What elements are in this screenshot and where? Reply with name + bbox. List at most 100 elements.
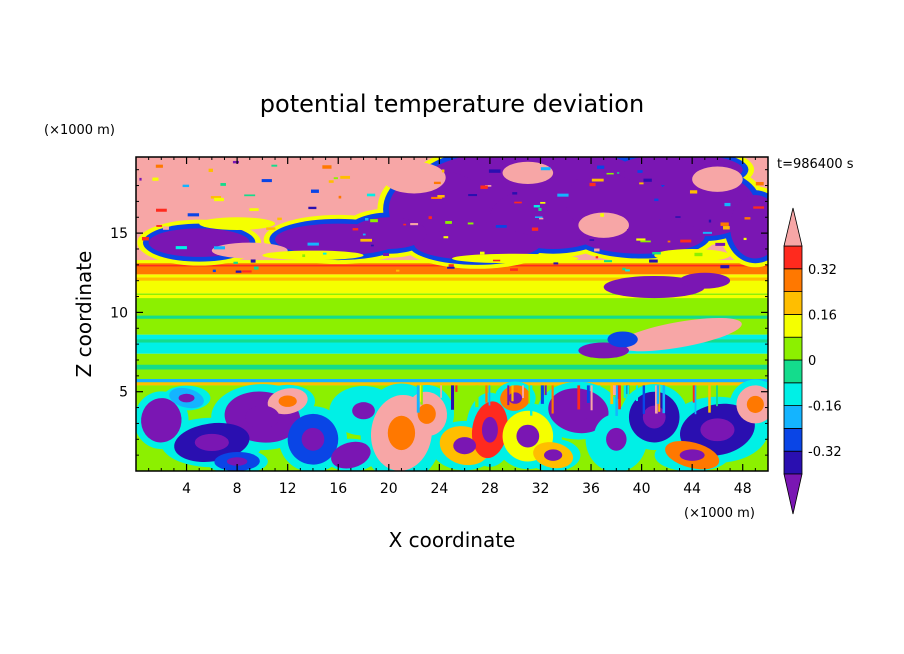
field-speck (302, 254, 306, 258)
field-streak (507, 385, 510, 406)
field-blob (226, 457, 248, 466)
field-blob (730, 195, 768, 259)
field-speck (540, 201, 546, 204)
x-tick-label: 4 (182, 481, 191, 497)
field-streak (662, 385, 666, 414)
field-speck (322, 252, 327, 255)
x-tick-label: 8 (233, 481, 242, 497)
field-speck (366, 193, 376, 197)
field-blob (382, 161, 446, 194)
field-speck (694, 252, 703, 257)
colorbar-segment (783, 245, 803, 270)
field-blob (564, 400, 593, 421)
field-speck (232, 160, 239, 164)
field-streak (551, 385, 554, 414)
x-tick-label: 48 (734, 481, 752, 497)
field-streak (656, 385, 660, 404)
field-speck (328, 180, 334, 183)
field-streak (586, 385, 590, 403)
field-speck (155, 164, 163, 168)
field-blob (508, 392, 523, 404)
field-streak (590, 385, 593, 411)
field-speck (403, 223, 407, 226)
field-streak (655, 385, 658, 414)
field-speck (308, 206, 317, 210)
field-speck (445, 221, 452, 224)
field-speck (595, 256, 599, 259)
y-unit-label: (×1000 m) (44, 123, 115, 138)
field-blob (152, 410, 171, 431)
field-band (136, 315, 768, 319)
field-blob (453, 437, 477, 455)
field-speck (271, 164, 278, 167)
field-streak (692, 385, 696, 403)
field-speck (210, 196, 222, 199)
colorbar-segment (783, 291, 803, 315)
field-blob (502, 161, 554, 184)
colorbar-label: -0.16 (808, 400, 842, 415)
field-speck (242, 270, 252, 273)
colorbar-label: -0.32 (808, 445, 842, 460)
field-speck (654, 198, 659, 202)
field-blob (578, 212, 629, 238)
field-speck (589, 182, 596, 187)
field-band (136, 294, 768, 299)
field-speck (175, 246, 187, 250)
field-streak (544, 385, 547, 396)
field-speck (617, 172, 620, 174)
field-speck (589, 239, 595, 241)
field-speck (539, 217, 544, 220)
field-speck (448, 264, 454, 267)
field-blob (516, 424, 540, 448)
field-speck (212, 269, 216, 273)
field-speck (680, 239, 692, 243)
field-streak (577, 385, 581, 410)
field-blob (194, 433, 229, 452)
field-speck (557, 193, 569, 197)
field-speck (431, 196, 443, 199)
field-speck (626, 229, 632, 232)
field-streak (418, 385, 422, 402)
field-speck (441, 169, 445, 173)
field-speck (689, 190, 698, 194)
field-speck (637, 170, 643, 173)
colorbar-top-arrow (783, 207, 803, 247)
field-speck (156, 225, 163, 227)
field-blob (199, 217, 276, 230)
field-speck (254, 266, 259, 270)
colorbar-label: 0.32 (808, 263, 837, 278)
field-blob (642, 405, 666, 429)
field-speck (534, 216, 543, 218)
field-streak (511, 385, 514, 402)
field-blob (452, 253, 579, 264)
field-speck (277, 217, 282, 221)
field-streak (530, 385, 533, 416)
field-blob (527, 157, 629, 180)
field-speck (622, 267, 626, 271)
field-blob (341, 449, 360, 461)
field-blob (387, 415, 416, 451)
field-speck (396, 269, 400, 272)
field-streak (618, 385, 621, 410)
colorbar: 0.32 0.16 0 -0.16 -0.32 (783, 207, 842, 515)
field-speck (362, 233, 366, 236)
field-speck (383, 253, 390, 256)
field-speck (365, 217, 369, 221)
field-speck (708, 219, 712, 223)
field-speck (187, 213, 200, 217)
colorbar-label: 0.16 (808, 308, 837, 323)
time-label: t=986400 s (777, 157, 854, 172)
field-streak (623, 385, 627, 399)
y-axis: 5 10 15 (110, 169, 768, 456)
field-speck (467, 222, 474, 225)
x-axis-label: X coordinate (389, 528, 516, 552)
x-tick-label: 20 (380, 481, 398, 497)
colorbar-segment (783, 313, 803, 338)
field-speck (310, 189, 319, 193)
colorbar-segment (783, 382, 803, 406)
y-tick-label: 15 (110, 226, 128, 242)
field-speck (233, 261, 238, 264)
field-speck (538, 207, 542, 212)
field-speck (652, 251, 661, 255)
field-streak (635, 385, 638, 402)
